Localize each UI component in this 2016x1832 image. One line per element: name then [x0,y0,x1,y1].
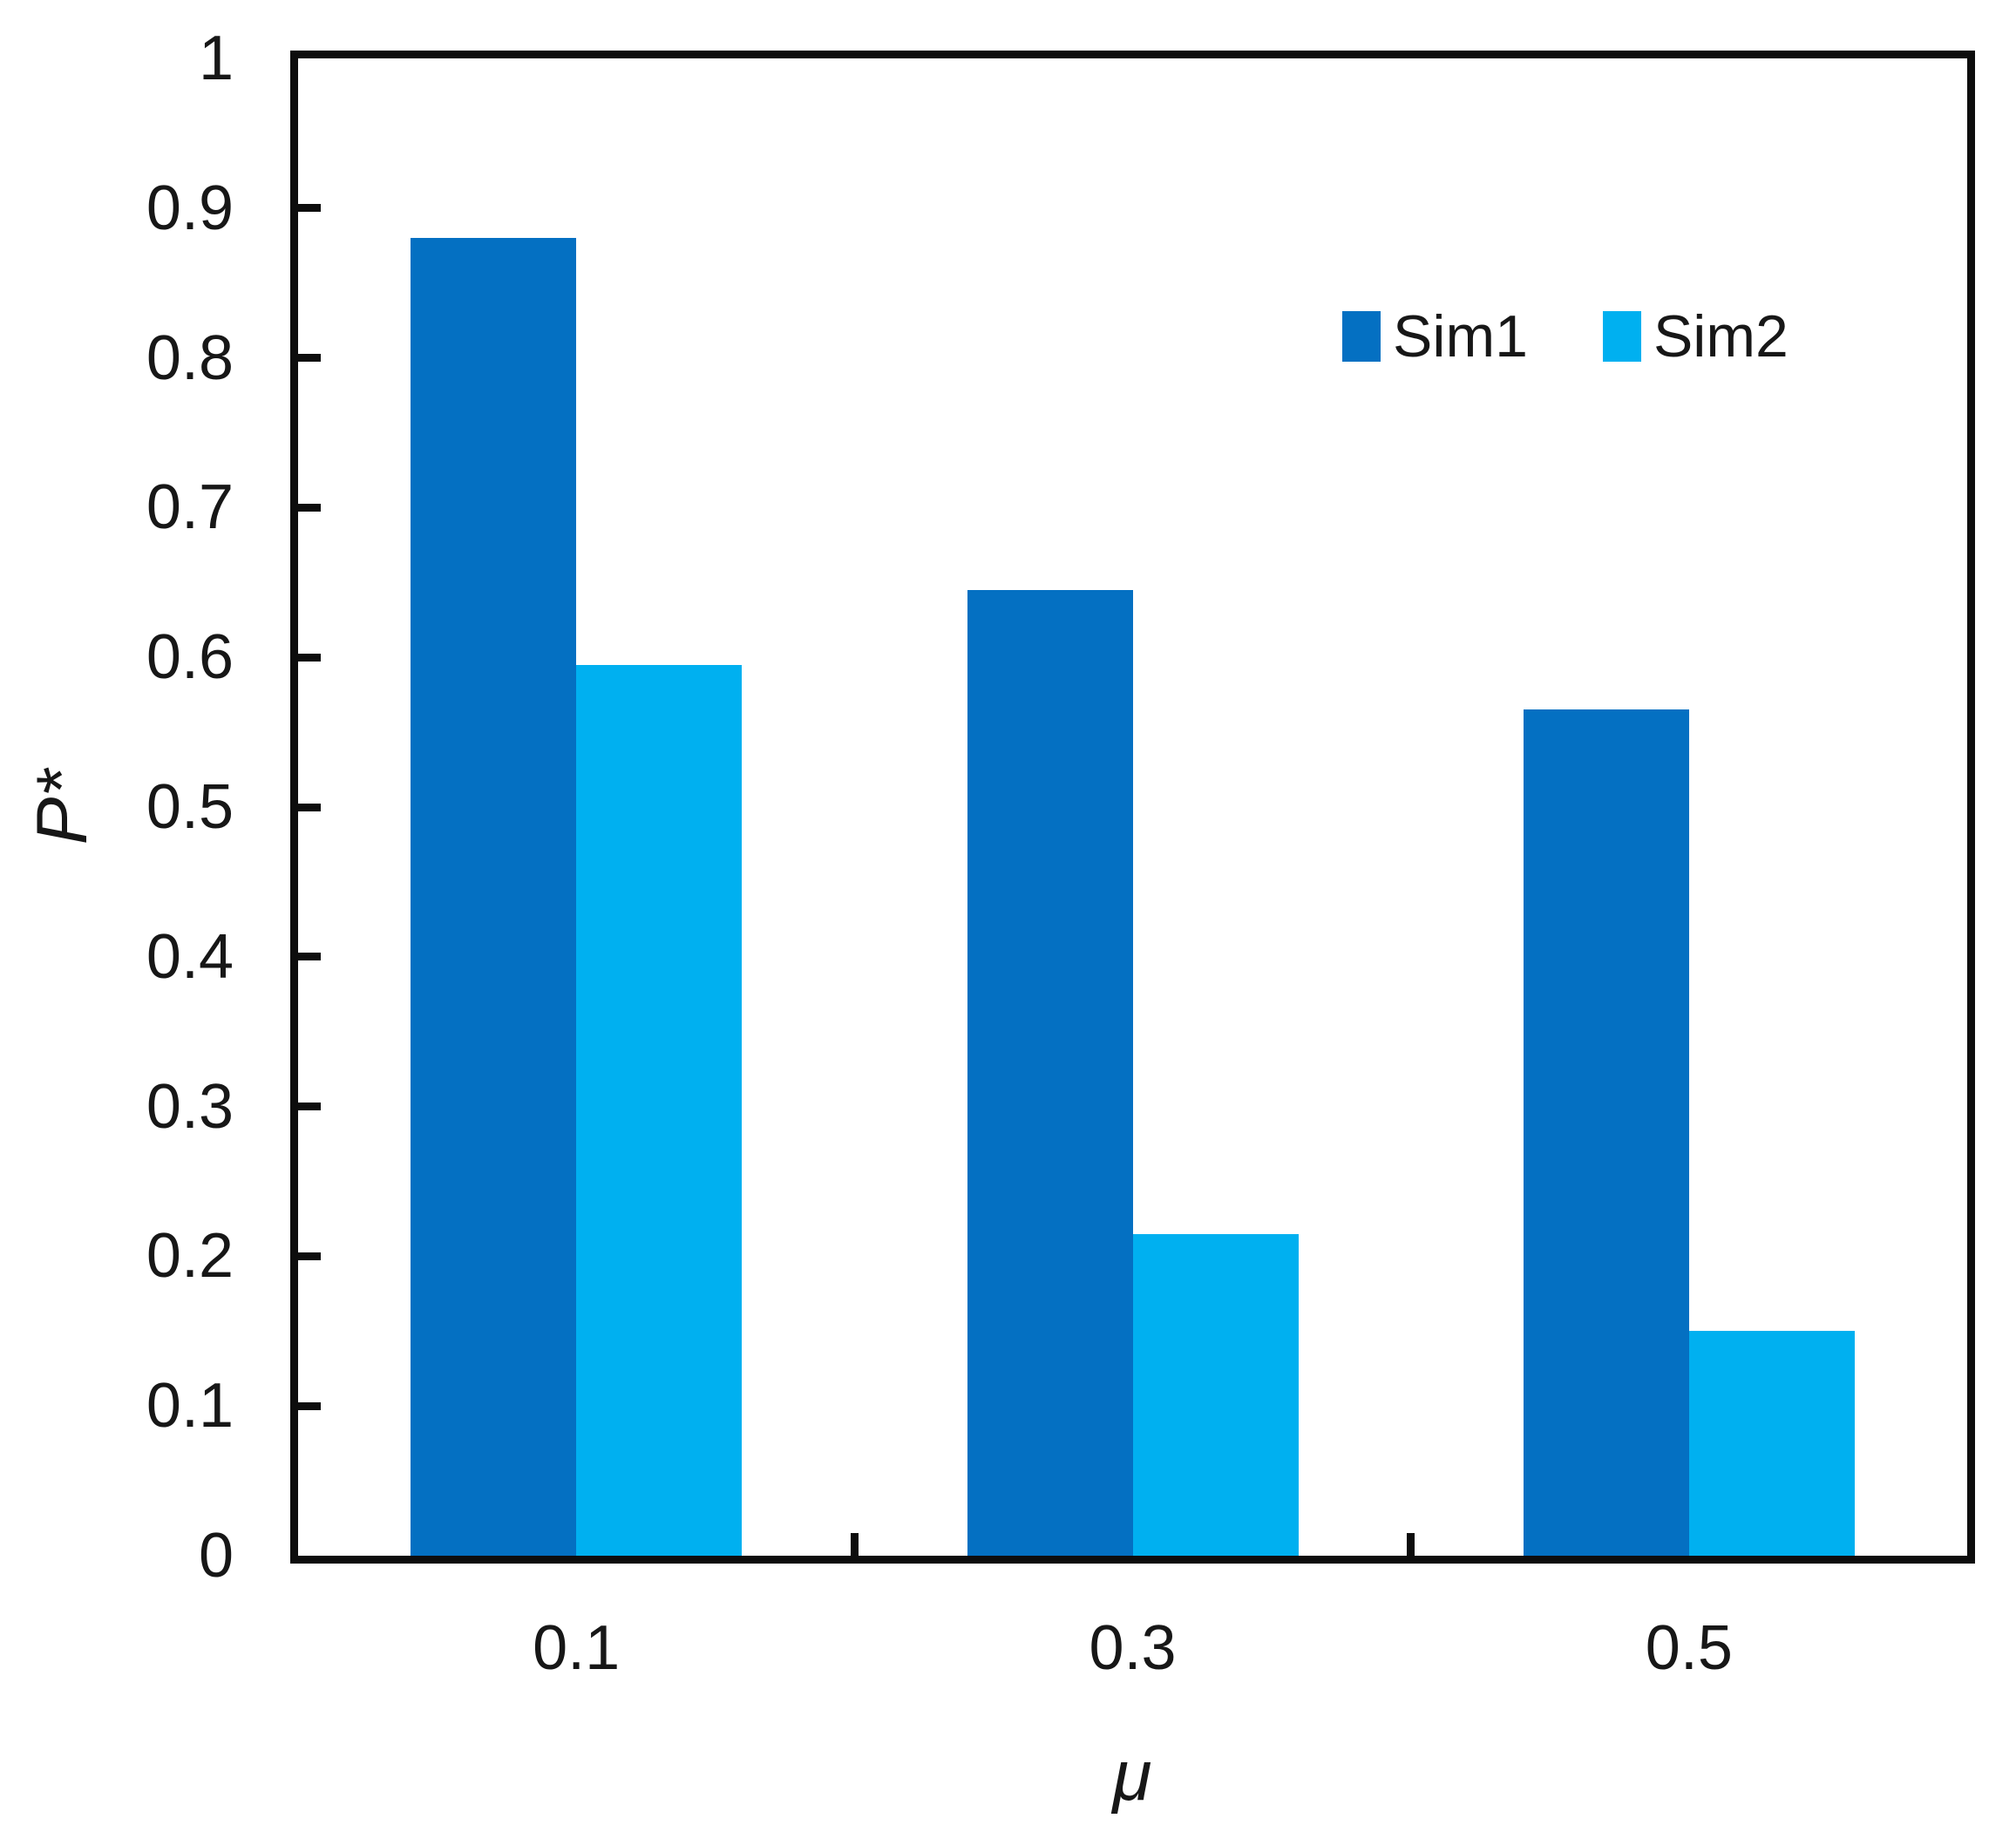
sim1-legend-swatch-icon [1342,311,1381,362]
y-axis-tick [298,1103,321,1111]
y-tick-label-1: 1 [198,24,234,93]
y-tick-label-0.8: 0.8 [146,322,234,393]
y-axis-tick [298,803,321,811]
y-axis-title: P* [23,769,102,845]
x-tick-label-0.1: 0.1 [533,1613,621,1683]
y-axis-tick [298,503,321,512]
y-axis-tick [298,653,321,662]
legend: Sim1 Sim2 [1342,307,1789,366]
x-axis-tick [1407,1533,1415,1556]
y-tick-label-0.5: 0.5 [146,772,234,842]
legend-label-sim1: Sim1 [1393,303,1528,370]
bar-sim1-0.5 [1523,709,1689,1556]
y-axis-tick [298,1252,321,1260]
y-tick-label-0.6: 0.6 [146,622,234,693]
bar-sim1-0.1 [411,238,577,1556]
x-axis-tick [850,1533,859,1556]
y-axis-tick [298,1401,321,1410]
x-axis-title: μ [1112,1736,1152,1815]
bar-sim2-0.5 [1688,1331,1855,1556]
y-axis-tick [298,953,321,961]
bar-sim1-0.3 [967,590,1133,1556]
bar-sim2-0.1 [576,665,743,1556]
y-axis-tick [298,204,321,213]
sim2-legend-swatch-icon [1602,311,1641,362]
y-tick-label-0.9: 0.9 [146,173,234,243]
bar-sim2-0.3 [1132,1234,1299,1556]
legend-item-sim2: Sim2 [1602,303,1789,370]
y-axis-tick [298,354,321,363]
y-tick-label-0.2: 0.2 [146,1221,234,1292]
y-tick-label-0.4: 0.4 [146,921,234,992]
x-tick-label-0.5: 0.5 [1645,1613,1733,1683]
legend-label-sim2: Sim2 [1653,303,1789,370]
y-tick-label-0.1: 0.1 [146,1371,234,1442]
legend-item-sim1: Sim1 [1342,307,1528,366]
x-tick-label-0.3: 0.3 [1089,1613,1177,1683]
y-tick-label-0: 0 [198,1521,234,1591]
y-tick-label-0.3: 0.3 [146,1071,234,1142]
y-tick-label-0.7: 0.7 [146,472,234,543]
